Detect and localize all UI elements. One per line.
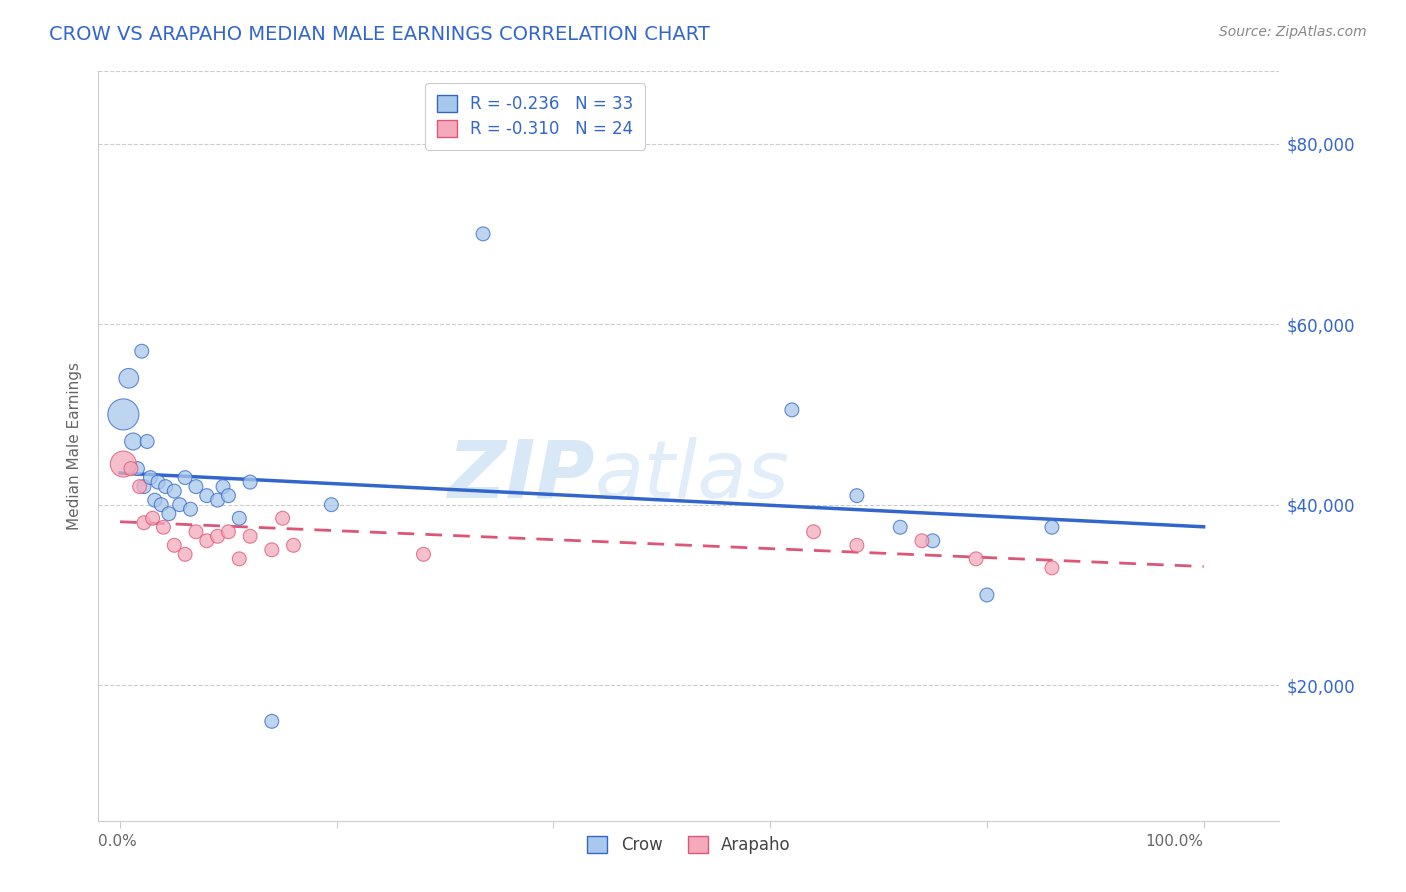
Point — [132, 480, 155, 494]
Legend: Crow, Arapaho: Crow, Arapaho — [581, 830, 797, 861]
Point — [239, 475, 262, 489]
Point — [155, 480, 177, 494]
Point — [1040, 520, 1063, 534]
Text: CROW VS ARAPAHO MEDIAN MALE EARNINGS CORRELATION CHART: CROW VS ARAPAHO MEDIAN MALE EARNINGS COR… — [49, 25, 710, 44]
Point — [1040, 561, 1063, 575]
Text: atlas: atlas — [595, 437, 789, 515]
Point — [889, 520, 911, 534]
Point — [260, 714, 283, 729]
Point — [127, 461, 149, 475]
Point — [163, 538, 186, 552]
Point — [195, 533, 218, 548]
Point — [207, 493, 229, 508]
Point — [131, 344, 153, 359]
Point — [195, 489, 218, 503]
Point — [128, 480, 150, 494]
Point — [142, 511, 165, 525]
Point — [976, 588, 998, 602]
Point — [120, 461, 142, 475]
Text: ZIP: ZIP — [447, 437, 595, 515]
Point — [118, 371, 141, 385]
Point — [472, 227, 495, 241]
Point — [965, 552, 987, 566]
Point — [845, 489, 868, 503]
Point — [132, 516, 155, 530]
Point — [139, 470, 162, 484]
Point — [217, 524, 239, 539]
Point — [228, 552, 250, 566]
Point — [217, 489, 239, 503]
Text: Source: ZipAtlas.com: Source: ZipAtlas.com — [1219, 25, 1367, 39]
Point — [321, 498, 343, 512]
Point — [146, 475, 169, 489]
Point — [163, 484, 186, 499]
Point — [174, 470, 197, 484]
Point — [112, 457, 135, 471]
Point — [283, 538, 305, 552]
Point — [911, 533, 934, 548]
Point — [412, 547, 434, 561]
Point — [180, 502, 202, 516]
Text: 0.0%: 0.0% — [98, 834, 138, 849]
Text: 100.0%: 100.0% — [1146, 834, 1204, 849]
Point — [150, 498, 173, 512]
Point — [260, 542, 283, 557]
Point — [143, 493, 166, 508]
Point — [921, 533, 943, 548]
Point — [239, 529, 262, 543]
Point — [184, 480, 207, 494]
Point — [212, 480, 235, 494]
Y-axis label: Median Male Earnings: Median Male Earnings — [67, 362, 83, 530]
Point — [169, 498, 191, 512]
Point — [122, 434, 145, 449]
Point — [184, 524, 207, 539]
Point — [112, 408, 135, 422]
Point — [271, 511, 294, 525]
Point — [207, 529, 229, 543]
Point — [136, 434, 159, 449]
Point — [845, 538, 868, 552]
Point — [803, 524, 825, 539]
Point — [228, 511, 250, 525]
Point — [174, 547, 197, 561]
Point — [157, 507, 180, 521]
Point — [152, 520, 174, 534]
Point — [780, 403, 803, 417]
